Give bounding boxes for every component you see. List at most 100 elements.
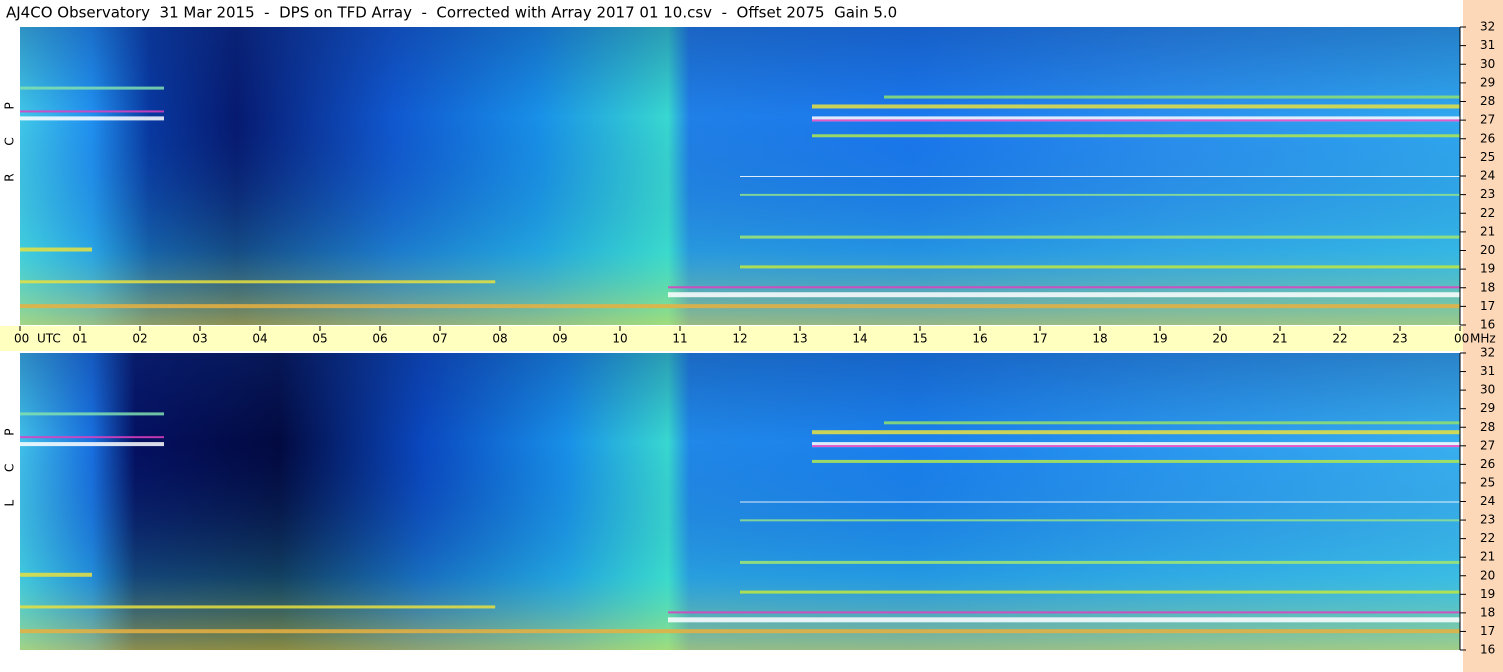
x-tick-label: 05 (312, 332, 327, 346)
interference-band (20, 436, 164, 439)
x-unit-label: UTC (37, 332, 61, 346)
y-tick-label: 21 (1480, 224, 1495, 238)
interference-band (20, 110, 164, 113)
interference-band (740, 265, 1460, 269)
x-tick-label: 06 (372, 332, 387, 346)
y-tick-label: 25 (1480, 150, 1495, 164)
interference-band (740, 519, 1460, 522)
x-tick-label: 09 (552, 332, 567, 346)
interference-band (812, 119, 1460, 122)
interference-band (20, 412, 164, 416)
frequency-axis-strip (1463, 0, 1503, 672)
y-unit-label: MHz (1470, 332, 1496, 346)
plot-area (20, 27, 1461, 650)
x-tick-label: 16 (972, 332, 987, 346)
y-tick-label: 32 (1480, 346, 1495, 360)
x-tick-label: 07 (432, 332, 447, 346)
interference-band (884, 95, 1460, 99)
y-tick-label: 18 (1480, 605, 1495, 619)
y-tick-label: 21 (1480, 550, 1495, 564)
y-tick-label: 16 (1480, 643, 1495, 657)
y-tick-label: 31 (1480, 38, 1495, 52)
y-tick-label: 25 (1480, 475, 1495, 489)
y-tick-label: 30 (1480, 57, 1495, 71)
y-tick-label: 31 (1480, 364, 1495, 378)
y-tick-label: 29 (1480, 75, 1495, 89)
x-tick-label: 20 (1212, 332, 1227, 346)
interference-band (812, 134, 1460, 138)
y-tick-label: 22 (1480, 206, 1495, 220)
y-tick-label: 18 (1480, 280, 1495, 294)
interference-band (668, 611, 1460, 614)
y-tick-label: 23 (1480, 187, 1495, 201)
interference-band (668, 292, 1460, 298)
y-tick-label: 23 (1480, 513, 1495, 527)
y-tick-label: 30 (1480, 383, 1495, 397)
x-tick-label: 08 (492, 332, 507, 346)
y-tick-label: 16 (1480, 318, 1495, 332)
x-tick-label: 17 (1032, 332, 1047, 346)
interference-band (740, 193, 1460, 196)
x-tick-label: 01 (72, 332, 87, 346)
interference-band (20, 605, 496, 609)
interference-band (812, 459, 1460, 463)
y-tick-label: 32 (1480, 20, 1495, 34)
interference-band (20, 572, 92, 577)
interference-band (812, 104, 1460, 109)
x-tick-label: 03 (192, 332, 207, 346)
y-tick-label: 27 (1480, 113, 1495, 127)
interference-band (20, 629, 1460, 634)
x-tick-label: 23 (1392, 332, 1407, 346)
polarization-label: L C P (3, 417, 17, 507)
x-tick-label: 18 (1092, 332, 1107, 346)
y-tick-label: 27 (1480, 438, 1495, 452)
y-tick-label: 22 (1480, 531, 1495, 545)
y-tick-label: 20 (1480, 243, 1495, 257)
y-tick-label: 17 (1480, 299, 1495, 313)
interference-band (668, 286, 1460, 289)
x-tick-label: 00 (1454, 332, 1469, 346)
y-tick-label: 19 (1480, 587, 1495, 601)
x-tick-label: 13 (792, 332, 807, 346)
y-tick-label: 24 (1480, 169, 1495, 183)
y-tick-label: 17 (1480, 624, 1495, 638)
interference-band (20, 86, 164, 90)
interference-band (740, 176, 1460, 177)
polarization-label: R C P (3, 90, 17, 182)
x-tick-label: 04 (252, 332, 267, 346)
interference-band (812, 430, 1460, 435)
x-tick-label: 14 (852, 332, 867, 346)
x-tick-label: 19 (1152, 332, 1167, 346)
x-tick-label: 11 (672, 332, 687, 346)
time-axis-strip (0, 326, 1463, 351)
interference-band (20, 442, 164, 447)
title: AJ4CO Observatory 31 Mar 2015 - DPS on T… (6, 4, 897, 22)
y-tick-label: 28 (1480, 94, 1495, 108)
y-tick-label: 20 (1480, 568, 1495, 582)
x-tick-label: 15 (912, 332, 927, 346)
x-tick-label: 10 (612, 332, 627, 346)
y-tick-label: 26 (1480, 131, 1495, 145)
x-tick-label: 22 (1332, 332, 1347, 346)
interference-band (740, 590, 1460, 594)
interference-band (812, 116, 1460, 122)
y-tick-label: 28 (1480, 420, 1495, 434)
x-tick-label: 02 (132, 332, 147, 346)
interference-band (20, 116, 164, 121)
interference-band (740, 501, 1460, 503)
interference-band (812, 445, 1460, 448)
interference-band (740, 235, 1460, 239)
x-tick-label: 00 (14, 332, 29, 346)
interference-band (20, 304, 1460, 309)
interference-band (884, 421, 1460, 425)
interference-band (740, 560, 1460, 564)
interference-band (668, 617, 1460, 623)
interference-band (20, 280, 496, 284)
y-tick-label: 29 (1480, 401, 1495, 415)
x-tick-label: 12 (732, 332, 747, 346)
x-tick-label: 21 (1272, 332, 1287, 346)
y-tick-label: 24 (1480, 494, 1495, 508)
interference-band (20, 247, 92, 252)
interference-band (812, 442, 1460, 448)
